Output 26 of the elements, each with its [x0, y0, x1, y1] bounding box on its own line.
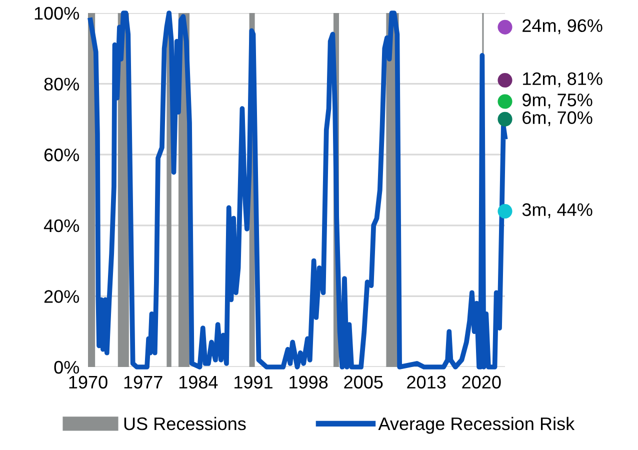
legend-label: US Recessions [124, 416, 246, 430]
x-tick-label: 2005 [344, 376, 383, 389]
x-tick-label: 1984 [179, 376, 218, 389]
point [498, 204, 512, 219]
point [498, 112, 512, 126]
point [498, 20, 512, 34]
x-tick-label: 1970 [69, 376, 108, 389]
data-label: 12m, 81% [523, 72, 602, 88]
x-tick-label: 1991 [234, 376, 272, 389]
point [498, 72, 512, 88]
y-tick-label: 80% [44, 78, 80, 91]
data-label: 3m, 44% [522, 203, 592, 218]
x-tick-label: 2013 [407, 376, 446, 389]
data-label: 9m, 75% [522, 94, 592, 108]
y-tick-label: 60% [44, 148, 80, 162]
data-label: 6m, 70% [522, 111, 592, 126]
y-tick-label: 100% [34, 6, 80, 20]
x-tick-label: 1977 [124, 376, 162, 389]
data-label: 24m, 96% [522, 19, 602, 34]
y-tick-label: 20% [44, 290, 80, 303]
legend-label: Average Recession Risk [378, 416, 575, 434]
y-tick-label: 40% [44, 219, 80, 232]
y-tick-label: 0% [54, 360, 80, 374]
x-tick-label: 2020 [462, 376, 501, 389]
point [498, 94, 512, 109]
x-tick-label: 1998 [290, 376, 328, 389]
